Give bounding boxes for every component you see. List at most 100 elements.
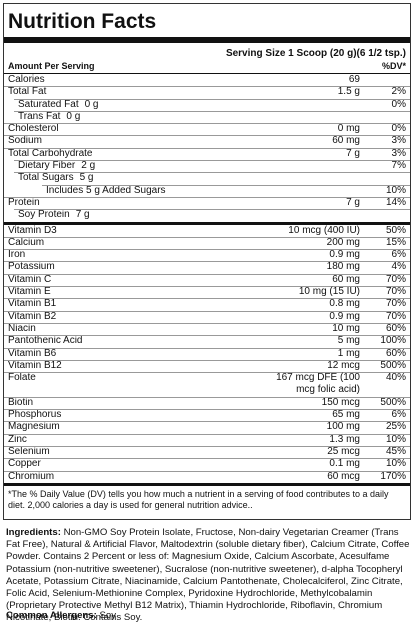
nutrient-dv: 100% <box>380 335 406 347</box>
divider <box>4 221 410 225</box>
nutrient-name: Saturated Fat <box>18 98 79 110</box>
nutrient-dv: 170% <box>380 470 406 482</box>
nutrient-amount: 69 <box>348 74 360 85</box>
nutrient-dv: 2% <box>391 86 406 98</box>
nutrient-dv: 0% <box>391 123 406 135</box>
dv-header: %DV* <box>381 61 406 71</box>
nutrient-name: Vitamin B2 <box>8 310 57 322</box>
column-header: Amount Per Serving %DV* <box>4 60 410 74</box>
nutrient-row: Trans Fat 0 g <box>4 110 410 123</box>
nutrient-dv: 60% <box>385 347 406 359</box>
nutrient-dv: 25% <box>385 421 406 433</box>
nutrient-row: Vitamin B12 12 mcg 500% <box>4 359 410 372</box>
nutrient-name: Phosphorus <box>8 409 62 421</box>
nutrient-row: Vitamin D3 10 mcg (400 IU) 50% <box>4 225 410 237</box>
nutrient-name: Total Fat <box>8 86 47 98</box>
nutrient-row: Pantothenic Acid 5 mg 100% <box>4 335 410 347</box>
nutrient-row: Cholesterol 0 mg 0% <box>4 123 410 135</box>
nutrient-name: Pantothenic Acid <box>8 335 83 347</box>
nutrient-name: Magnesium <box>8 421 60 433</box>
nutrient-row: Saturated Fat 0 g 0% <box>4 98 410 111</box>
nutrient-name: Vitamin B6 <box>8 347 57 359</box>
nutrient-amount: 60 mcg <box>327 470 360 482</box>
nutrient-name: Trans Fat <box>18 110 61 122</box>
nutrient-amount: 10 mg (15 IU) <box>298 286 360 298</box>
nutrient-dv: 500% <box>380 359 406 371</box>
nutrient-row: Folate 167 mcg DFE (100 mcg folic acid) 40… <box>4 372 410 397</box>
ingredients-label: Ingredients: <box>6 527 61 538</box>
nutrient-name: Vitamin C <box>8 273 52 285</box>
nutrient-name: Total Carbohydrate <box>8 147 93 159</box>
nutrient-amount: 7 g <box>346 147 360 159</box>
nutrient-name: Cholesterol <box>8 123 59 135</box>
nutrient-name: Iron <box>8 249 26 261</box>
nutrient-name: Biotin <box>8 396 34 408</box>
nutrient-dv: 4% <box>391 261 406 273</box>
nutrient-amount: 2 g <box>81 160 96 172</box>
nutrient-name: Dietary Fiber <box>18 160 76 172</box>
nutrient-dv: 70% <box>385 286 406 298</box>
micro-list: Vitamin D3 10 mcg (400 IU) 50% Calcium 200 m… <box>4 225 410 483</box>
macro-list: Calories 69 Total Fat 1.5 g 2% Saturated Fat 0… <box>4 74 410 222</box>
nutrient-amount: 60 mg <box>332 273 360 285</box>
nutrient-row: Zinc 1.3 mg 10% <box>4 433 410 446</box>
nutrient-name: Soy Protein <box>18 209 70 221</box>
title: Nutrition Facts <box>8 10 157 33</box>
nutrition-label: Nutrition Facts Serving Size 1 Scoop (20… <box>3 3 411 520</box>
nutrient-amount: 7 g <box>75 209 90 221</box>
nutrient-row: Vitamin E 10 mg (15 IU) 70% <box>4 286 410 298</box>
allergens-text: Soy <box>99 610 117 621</box>
nutrient-row: Vitamin C 60 mg 70% <box>4 273 410 286</box>
nutrient-amount: 0.8 mg <box>329 298 360 310</box>
nutrient-amount: 65 mg <box>332 409 360 421</box>
nutrient-dv: 40% <box>385 372 406 384</box>
nutrient-row: Vitamin B1 0.8 mg 70% <box>4 298 410 310</box>
nutrient-row: Biotin 150 mcg 500% <box>4 396 410 409</box>
nutrient-dv: 70% <box>385 310 406 322</box>
nutrient-row: Chromium 60 mcg 170% <box>4 470 410 483</box>
amount-header: Amount Per Serving <box>8 61 95 71</box>
nutrient-name: Vitamin E <box>8 286 51 298</box>
footnote: *The % Daily Value (DV) tells you how mu… <box>4 482 410 514</box>
nutrient-amount: 1.5 g <box>337 86 360 98</box>
nutrient-dv: 6% <box>391 249 406 261</box>
nutrient-row: Iron 0.9 mg 6% <box>4 249 410 261</box>
nutrient-amount: 25 mcg <box>327 445 360 457</box>
nutrient-name: Selenium <box>8 445 50 457</box>
nutrient-row: Potassium 180 mg 4% <box>4 261 410 273</box>
nutrient-amount: 5 mg <box>337 335 360 347</box>
nutrient-name: Includes 5 g Added Sugars <box>46 184 166 196</box>
nutrient-name: Vitamin B1 <box>8 298 57 310</box>
nutrient-row: Sodium 60 mg 3% <box>4 135 410 147</box>
nutrient-row: Selenium 25 mcg 45% <box>4 445 410 458</box>
nutrient-name: Calories <box>8 74 45 85</box>
nutrient-amount: 60 mg <box>332 135 360 147</box>
nutrient-dv: 15% <box>385 236 406 248</box>
nutrient-amount: 1.3 mg <box>329 433 360 445</box>
nutrient-row: Dietary Fiber 2 g 7% <box>4 160 410 172</box>
nutrient-dv: 3% <box>391 135 406 147</box>
nutrient-amount: 10 mcg (400 IU) <box>288 224 360 236</box>
nutrient-name: Vitamin D3 <box>8 224 57 236</box>
ingredients-text: Non-GMO Soy Protein Isolate, Fructose, N… <box>6 527 410 624</box>
nutrient-dv: 500% <box>380 396 406 408</box>
nutrient-row: Total Carbohydrate 7 g 3% <box>4 147 410 160</box>
nutrient-row: Vitamin B6 1 mg 60% <box>4 347 410 360</box>
nutrient-row: Soy Protein 7 g <box>4 209 410 221</box>
nutrient-amount: 0.9 mg <box>329 249 360 261</box>
nutrient-dv: 50% <box>385 224 406 236</box>
nutrient-amount: 167 mcg DFE (100 mcg folic acid) <box>276 372 360 396</box>
nutrient-dv: 7% <box>391 160 406 172</box>
nutrient-name: Folate <box>8 372 36 384</box>
nutrient-amount: 180 mg <box>326 261 360 273</box>
nutrient-row: Total Sugars 5 g <box>4 172 410 184</box>
ingredients: Ingredients: Non-GMO Soy Protein Isolate… <box>6 527 410 625</box>
nutrient-dv: 10% <box>385 433 406 445</box>
nutrient-amount: 200 mg <box>326 236 360 248</box>
nutrient-amount: 100 mg <box>326 421 360 433</box>
nutrient-dv: 14% <box>385 196 406 208</box>
nutrient-row: Magnesium 100 mg 25% <box>4 421 410 433</box>
nutrient-dv: 3% <box>391 147 406 159</box>
nutrient-name: Copper <box>8 458 41 470</box>
